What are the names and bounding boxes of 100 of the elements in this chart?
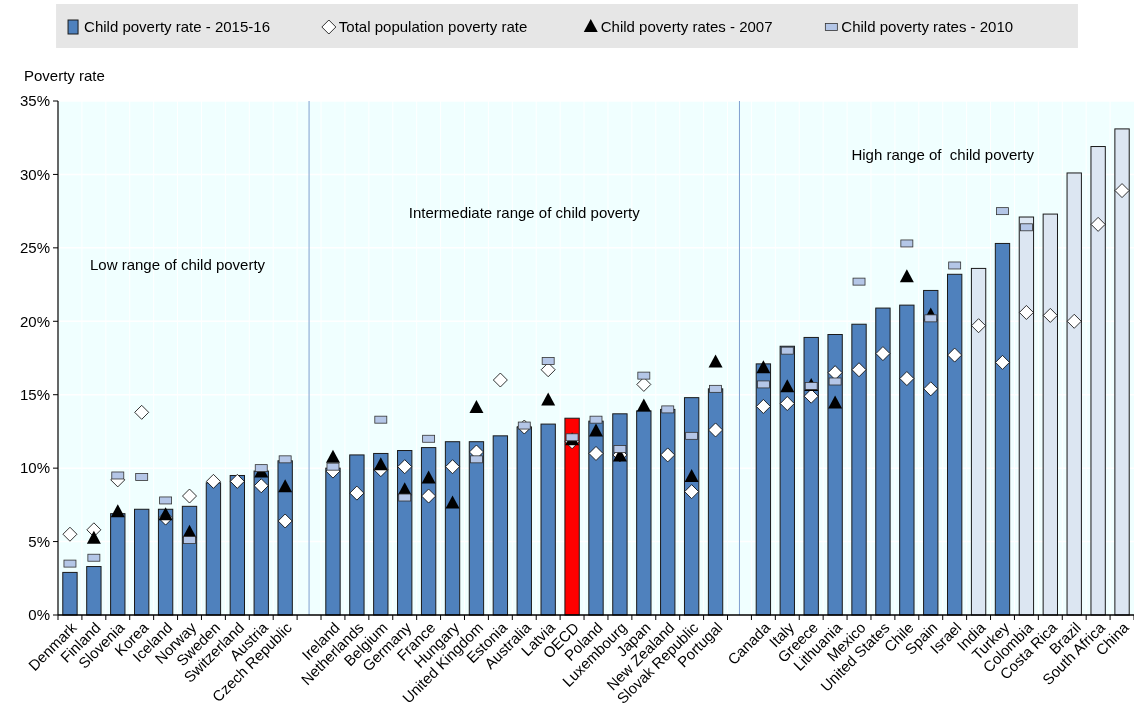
point xyxy=(253,478,269,494)
point xyxy=(325,449,340,463)
bar xyxy=(994,242,1011,616)
point xyxy=(995,355,1010,370)
point xyxy=(206,473,221,489)
point xyxy=(278,479,293,493)
bar xyxy=(134,508,150,616)
bar xyxy=(707,388,724,616)
point xyxy=(1019,305,1034,320)
bar xyxy=(468,441,485,616)
point xyxy=(110,504,125,518)
legend-label: Child poverty rates - 2007 xyxy=(600,18,773,36)
point xyxy=(636,398,651,412)
bar xyxy=(492,435,509,616)
bar xyxy=(157,508,174,616)
point xyxy=(636,377,652,392)
point xyxy=(851,362,867,378)
bar xyxy=(636,410,652,616)
bar xyxy=(1066,172,1082,616)
point xyxy=(469,399,484,413)
point xyxy=(708,354,723,368)
point xyxy=(134,404,150,420)
point xyxy=(779,396,795,411)
y-tick-label: 25% xyxy=(19,239,50,257)
bar xyxy=(923,289,939,616)
point xyxy=(182,488,197,504)
bar xyxy=(373,452,389,616)
bar xyxy=(229,474,246,616)
y-tick-label: 5% xyxy=(28,532,50,550)
point xyxy=(899,371,915,386)
legend-label: Total population poverty rate xyxy=(338,18,528,36)
point xyxy=(397,459,413,475)
annotation: High range of child poverty xyxy=(851,146,1035,163)
point xyxy=(899,269,914,283)
bar xyxy=(1090,146,1106,616)
bar xyxy=(946,273,963,616)
bar xyxy=(349,454,365,616)
bar xyxy=(899,304,915,616)
y-tick-label: 20% xyxy=(19,312,50,330)
y-tick-label: 10% xyxy=(19,459,50,477)
bar xyxy=(779,345,795,616)
point xyxy=(541,392,556,406)
bar xyxy=(875,307,891,616)
point xyxy=(708,422,723,438)
bar xyxy=(1114,128,1130,616)
y-tick-label: 35% xyxy=(19,92,50,110)
point xyxy=(947,347,963,363)
point xyxy=(923,381,939,397)
legend-label: Child poverty rate - 2015-16 xyxy=(84,18,270,36)
point xyxy=(1042,308,1058,323)
annotation: Low range of child poverty xyxy=(90,256,266,273)
bar xyxy=(851,323,867,616)
legend-label: Child poverty rates - 2010 xyxy=(841,18,1014,36)
y-tick-label: 0% xyxy=(28,606,50,624)
point xyxy=(755,399,771,414)
y-tick-label: 30% xyxy=(19,165,50,183)
bar xyxy=(516,426,532,616)
bar xyxy=(444,441,461,616)
point xyxy=(828,395,843,409)
point xyxy=(421,488,437,504)
bar xyxy=(827,334,843,616)
bar xyxy=(86,566,102,616)
bar xyxy=(612,413,628,616)
point xyxy=(445,495,460,509)
point xyxy=(86,530,101,544)
bar xyxy=(755,363,772,616)
bar xyxy=(110,513,126,616)
bar xyxy=(564,417,580,616)
bar xyxy=(325,467,341,616)
point xyxy=(277,513,293,529)
point xyxy=(660,447,676,463)
point xyxy=(684,468,699,482)
bar xyxy=(970,267,987,616)
point xyxy=(158,507,173,521)
point xyxy=(875,346,891,361)
point xyxy=(229,473,245,489)
point xyxy=(684,484,700,500)
bar xyxy=(1042,213,1058,616)
bar xyxy=(205,482,222,616)
y-axis-title: Poverty rate xyxy=(24,67,105,84)
point xyxy=(971,318,986,334)
bar xyxy=(660,408,676,616)
point xyxy=(540,362,556,378)
bar xyxy=(803,336,819,616)
point xyxy=(780,379,795,393)
point xyxy=(62,526,78,542)
point xyxy=(492,372,508,388)
bar xyxy=(1018,216,1035,616)
bar xyxy=(253,470,269,616)
point xyxy=(756,360,771,374)
point xyxy=(445,459,460,475)
bar xyxy=(62,571,78,616)
point xyxy=(1090,216,1106,232)
bar xyxy=(420,447,437,616)
point xyxy=(1114,183,1130,198)
point xyxy=(349,485,365,501)
bar xyxy=(540,423,556,616)
point xyxy=(421,470,436,484)
annotation: Intermediate range of child poverty xyxy=(408,204,641,221)
point xyxy=(373,457,388,471)
